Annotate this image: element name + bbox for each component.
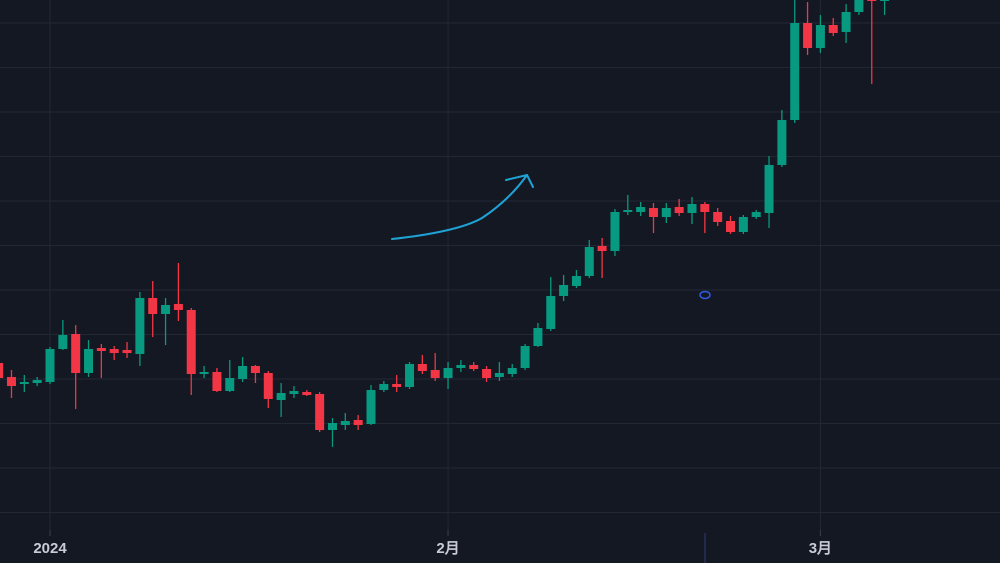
candle-body [636, 207, 646, 212]
candle-body [456, 365, 466, 368]
candle-body [392, 384, 402, 387]
candle-body [161, 305, 171, 314]
drawn-arrow [391, 173, 534, 240]
candle-body [713, 212, 723, 222]
candle-body [482, 369, 492, 378]
candle-body [533, 328, 543, 346]
candle-body [315, 394, 325, 430]
candle-body [186, 310, 196, 374]
x-tick-label: 2024 [33, 540, 67, 557]
candle-body [340, 421, 350, 425]
candle-body [327, 423, 337, 430]
candle-body [584, 247, 594, 276]
candle-body [726, 221, 736, 232]
candle-body [443, 368, 453, 378]
candle-body [597, 246, 607, 251]
candle-body [135, 298, 145, 354]
candle-body [0, 363, 4, 378]
candle-body [238, 366, 248, 379]
candle-body [828, 25, 838, 33]
candle-body [122, 350, 132, 353]
candle-body [751, 212, 761, 217]
candle-body [353, 420, 363, 425]
candle-body [777, 120, 787, 165]
x-tick-label: 3月 [809, 540, 832, 557]
candle-body [623, 210, 633, 212]
candle-body [687, 204, 697, 213]
candle-body [173, 304, 183, 310]
candle-body [225, 378, 235, 391]
candle-body [148, 298, 158, 314]
x-axis: 2024 2月 3月 [33, 530, 832, 557]
candle-body [674, 207, 684, 213]
candle-body [58, 335, 68, 349]
candle-body [302, 392, 312, 395]
candle-body [507, 368, 517, 374]
candle-body [841, 12, 851, 32]
grid [0, 0, 1000, 530]
candle-body [815, 25, 825, 48]
candle-body [559, 285, 569, 296]
candle-body [469, 365, 479, 369]
candle-body [32, 380, 42, 383]
candle-body [96, 348, 106, 351]
candle-body [494, 373, 504, 377]
candle-body [199, 372, 209, 374]
candle-body [661, 208, 671, 217]
candle-body [610, 212, 620, 251]
candle-body [867, 0, 877, 1]
candle-body [6, 377, 16, 386]
candle-body [764, 165, 774, 213]
candle-body [738, 217, 748, 232]
candle-body [546, 296, 556, 329]
candle-body [430, 370, 440, 378]
candle-body [520, 346, 530, 368]
candle-body [45, 349, 55, 382]
candle-body [880, 0, 890, 1]
candle-body [417, 364, 427, 371]
candle-body [366, 390, 376, 424]
candle-body [854, 0, 864, 12]
candle-body [84, 349, 94, 373]
candle-body [405, 364, 415, 387]
cursor-dot [699, 290, 711, 300]
candle-body [700, 204, 710, 212]
candle-body [71, 334, 81, 373]
candle-body [263, 373, 273, 399]
candle-body [19, 382, 29, 384]
candles [0, 0, 890, 447]
candle-body [803, 23, 813, 48]
candle-body [109, 349, 119, 353]
candle-body [289, 391, 299, 394]
candle-body [379, 384, 389, 390]
candle-body [790, 23, 800, 120]
x-tick-label: 2月 [436, 540, 459, 557]
candle-body [648, 208, 658, 217]
candle-body [250, 366, 260, 373]
candle-body [571, 276, 581, 286]
candle-body [276, 393, 286, 400]
candle-body [212, 372, 222, 391]
